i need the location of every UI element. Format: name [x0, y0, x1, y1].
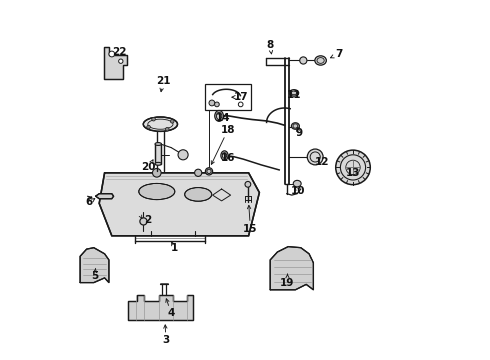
Ellipse shape	[152, 117, 155, 121]
Text: 13: 13	[346, 168, 360, 178]
Polygon shape	[96, 194, 114, 199]
Text: 15: 15	[243, 224, 258, 234]
Text: 16: 16	[221, 153, 235, 163]
Ellipse shape	[215, 102, 219, 107]
Ellipse shape	[152, 168, 161, 177]
Ellipse shape	[140, 218, 147, 225]
Ellipse shape	[166, 127, 169, 131]
Text: 1: 1	[171, 243, 178, 253]
Ellipse shape	[300, 57, 307, 64]
Ellipse shape	[147, 125, 150, 129]
Text: 7: 7	[335, 49, 343, 59]
Ellipse shape	[143, 117, 177, 131]
Ellipse shape	[195, 169, 202, 176]
Text: 3: 3	[162, 335, 170, 345]
Ellipse shape	[155, 143, 162, 145]
Text: 11: 11	[286, 90, 301, 100]
Ellipse shape	[209, 100, 215, 106]
Polygon shape	[80, 248, 109, 283]
Text: 17: 17	[234, 92, 249, 102]
Polygon shape	[128, 295, 193, 320]
Polygon shape	[104, 47, 127, 79]
Ellipse shape	[245, 181, 251, 187]
Ellipse shape	[119, 59, 123, 63]
Ellipse shape	[336, 150, 370, 185]
Text: 19: 19	[280, 278, 294, 288]
Polygon shape	[270, 247, 314, 290]
Ellipse shape	[155, 162, 162, 165]
Text: 9: 9	[295, 128, 302, 138]
Text: 10: 10	[291, 186, 306, 196]
Ellipse shape	[221, 151, 228, 160]
Text: 4: 4	[168, 308, 175, 318]
Ellipse shape	[307, 149, 323, 165]
Ellipse shape	[289, 90, 298, 96]
Text: 2: 2	[144, 215, 151, 225]
Text: 14: 14	[216, 113, 231, 123]
Ellipse shape	[178, 150, 188, 160]
Ellipse shape	[293, 180, 301, 187]
Text: 8: 8	[267, 40, 274, 50]
Text: 20: 20	[141, 162, 156, 172]
Polygon shape	[155, 144, 162, 164]
Bar	[205, 84, 251, 110]
Text: 5: 5	[91, 271, 98, 282]
Text: 21: 21	[156, 76, 170, 86]
Polygon shape	[99, 173, 259, 236]
Ellipse shape	[139, 183, 175, 199]
Ellipse shape	[205, 168, 213, 175]
Text: 22: 22	[113, 47, 127, 57]
Text: 6: 6	[86, 197, 93, 207]
Ellipse shape	[185, 188, 212, 201]
Text: 18: 18	[220, 125, 235, 135]
Ellipse shape	[315, 56, 326, 65]
Text: 12: 12	[315, 157, 330, 167]
Ellipse shape	[109, 51, 115, 57]
Ellipse shape	[215, 111, 223, 121]
Ellipse shape	[171, 120, 174, 123]
Ellipse shape	[292, 123, 299, 129]
